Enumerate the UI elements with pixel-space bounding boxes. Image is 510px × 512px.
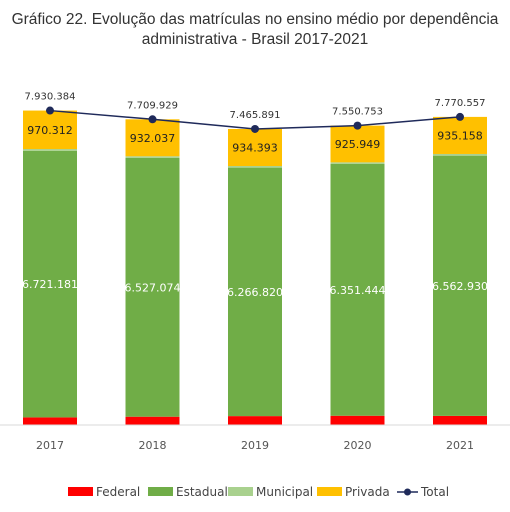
data-label-privada-2021: 935.158	[437, 129, 483, 142]
chart-title-line-2: administrativa - Brasil 2017-2021	[141, 31, 369, 48]
bar-segment-municipal-2019	[228, 166, 282, 168]
total-point-2018	[148, 115, 157, 124]
x-tick-label-2020: 2020	[344, 439, 372, 452]
data-label-estadual-2017: 6.721.181	[22, 278, 78, 291]
bar-segment-federal-2018	[125, 416, 180, 425]
chart-title: Gráfico 22. Evolução das matrículas no e…	[0, 10, 510, 50]
legend: Federal Estadual Municipal Privada Total	[68, 485, 449, 499]
data-label-privada-2020: 925.949	[335, 138, 381, 151]
data-label-privada-2017: 970.312	[27, 124, 73, 137]
bar-segment-municipal-2017	[23, 149, 77, 151]
bar-segment-privada-2018	[125, 119, 180, 157]
total-label-2019: 7.465.891	[230, 110, 281, 121]
chart-title-line-1: Gráfico 22. Evolução das matrículas no e…	[11, 11, 499, 28]
legend-swatch-municipal	[228, 487, 253, 496]
total-label-2020: 7.550.753	[332, 107, 383, 118]
bar-segment-municipal-2021	[433, 153, 487, 156]
data-label-estadual-2020: 6.351.444	[330, 284, 386, 297]
bar-segment-federal-2020	[330, 415, 385, 425]
data-label-estadual-2019: 6.266.820	[227, 286, 283, 299]
x-tick-label-2019: 2019	[241, 439, 269, 452]
bar-segment-estadual-2019	[228, 167, 282, 417]
bar-segment-privada-2021	[433, 116, 487, 154]
legend-swatch-federal	[68, 487, 93, 496]
bar-segment-municipal-2018	[125, 156, 180, 158]
bar-segment-estadual-2020	[330, 163, 385, 416]
total-label-2017: 7.930.384	[25, 92, 76, 103]
bar-segment-estadual-2021	[433, 155, 487, 416]
legend-swatch-estadual	[148, 487, 173, 496]
legend-swatch-total-marker	[404, 488, 411, 496]
x-tick-label-2018: 2018	[139, 439, 167, 452]
total-point-2019	[251, 124, 259, 133]
bar-segment-privada-2020	[330, 125, 385, 163]
legend-label-privada: Privada	[345, 485, 390, 499]
legend-label-estadual: Estadual	[176, 485, 228, 499]
bar-segment-privada-2017	[23, 110, 77, 150]
x-axis: 2017 2018 2019 2020 2021	[0, 424, 510, 452]
x-tick-label-2017: 2017	[36, 439, 64, 452]
total-label-2018: 7.709.929	[127, 100, 178, 111]
bar-segment-federal-2019	[228, 416, 282, 425]
bar-segment-privada-2019	[228, 128, 282, 167]
total-point-2020	[353, 121, 362, 130]
total-line-group: 7.930.384 7.709.929 7.465.891 7.550.753 7.77…	[25, 92, 486, 133]
bar-segment-federal-2021	[433, 415, 487, 425]
bar-segment-estadual-2018	[125, 157, 180, 417]
bar-segment-federal-2017	[23, 417, 77, 425]
bar-group: 191.5236.721.181970.312209.3586.527.0749…	[22, 110, 488, 425]
legend-label-total: Total	[420, 485, 449, 499]
data-label-privada-2019: 934.393	[232, 142, 278, 155]
data-label-estadual-2021: 6.562.930	[432, 280, 488, 293]
total-point-2021	[456, 112, 464, 121]
legend-label-municipal: Municipal	[256, 485, 313, 499]
legend-label-federal: Federal	[96, 485, 140, 499]
bar-segment-municipal-2020	[330, 162, 385, 164]
total-label-2021: 7.770.557	[435, 98, 486, 109]
total-point-2017	[46, 106, 54, 115]
data-label-estadual-2018: 6.527.074	[125, 281, 181, 294]
bar-segment-estadual-2017	[23, 150, 77, 418]
x-tick-label-2021: 2021	[446, 439, 474, 452]
data-label-privada-2018: 932.037	[130, 132, 176, 145]
legend-swatch-privada	[317, 487, 342, 496]
